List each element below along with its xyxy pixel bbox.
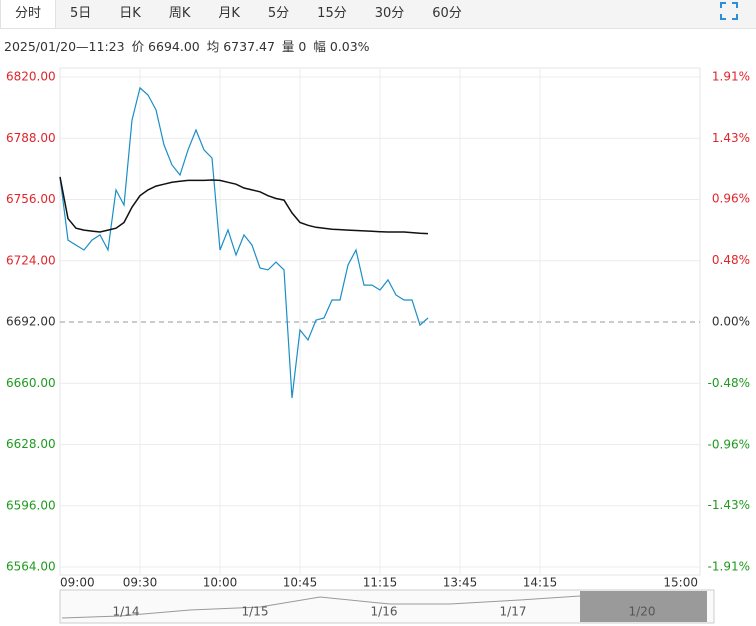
x-tick-label: 09:00: [60, 576, 95, 590]
tab[interactable]: 15分: [317, 6, 347, 21]
y2-tick-label: 0.00%: [712, 315, 750, 329]
x-tick-label: 10:45: [283, 576, 318, 590]
y-tick-label: 6788.00: [6, 131, 56, 145]
y2-tick-label: 0.96%: [712, 191, 750, 205]
y-tick-label: 6564.00: [6, 560, 56, 574]
navigator-label: 1/14: [113, 605, 140, 619]
y-tick-label: 6660.00: [6, 376, 56, 390]
series-line: [59, 176, 429, 235]
tab[interactable]: 5日: [70, 6, 92, 21]
navigator-sparkline: [61, 595, 581, 619]
info-item: 均 6737.47: [206, 39, 275, 54]
x-tick-label: 15:00: [663, 576, 698, 590]
y-tick-label: 6756.00: [6, 192, 56, 206]
info-item: 幅 0.03%: [313, 39, 370, 54]
tab[interactable]: 60分: [432, 6, 462, 21]
y2-tick-label: -0.48%: [708, 376, 750, 390]
fullscreen-icon[interactable]: [720, 2, 738, 20]
y-tick-label: 6724.00: [6, 253, 56, 267]
tab[interactable]: 月K: [218, 6, 240, 21]
tab[interactable]: 周K: [168, 6, 191, 21]
y2-tick-label: 0.48%: [712, 253, 750, 267]
x-tick-label: 10:00: [203, 576, 238, 590]
navigator-window[interactable]: [580, 591, 707, 622]
info-item: 价 6694.00: [131, 39, 200, 54]
y-tick-label: 6820.00: [6, 70, 56, 84]
info-item: 2025/01/20—11:23: [4, 39, 125, 54]
info-bar: 2025/01/20—11:23 价 6694.00 均 6737.47 量 0 幅 0…: [4, 36, 377, 55]
x-tick-label: 11:15: [363, 576, 398, 590]
tab[interactable]: 分时: [0, 0, 57, 28]
y2-tick-label: -1.91%: [708, 560, 750, 574]
tab[interactable]: 5分: [267, 6, 290, 21]
x-tick-label: 13:45: [443, 576, 478, 590]
y-tick-label: 6596.00: [6, 498, 56, 512]
tab-bar: 分时 5日 日K 周K 月K 5分 15分 30分 60分: [0, 0, 756, 29]
y-tick-label: 6628.00: [6, 437, 56, 451]
tab[interactable]: 日K: [119, 6, 141, 21]
y2-tick-label: 1.91%: [712, 70, 750, 84]
x-tick-label: 14:15: [523, 576, 558, 590]
x-tick-label: 09:30: [123, 576, 158, 590]
y2-tick-label: -1.43%: [708, 498, 750, 512]
navigator-label: 1/15: [242, 605, 269, 619]
tab[interactable]: 30分: [374, 6, 405, 21]
navigator-label: 1/20: [629, 605, 656, 619]
navigator-label: 1/17: [500, 605, 527, 619]
info-item: 量 0: [281, 39, 307, 54]
y-tick-label: 6692.00: [6, 315, 56, 329]
y2-tick-label: 1.43%: [712, 131, 750, 145]
series-line: [59, 86, 429, 399]
navigator-label: 1/16: [371, 605, 398, 619]
y2-tick-label: -0.96%: [708, 438, 750, 452]
